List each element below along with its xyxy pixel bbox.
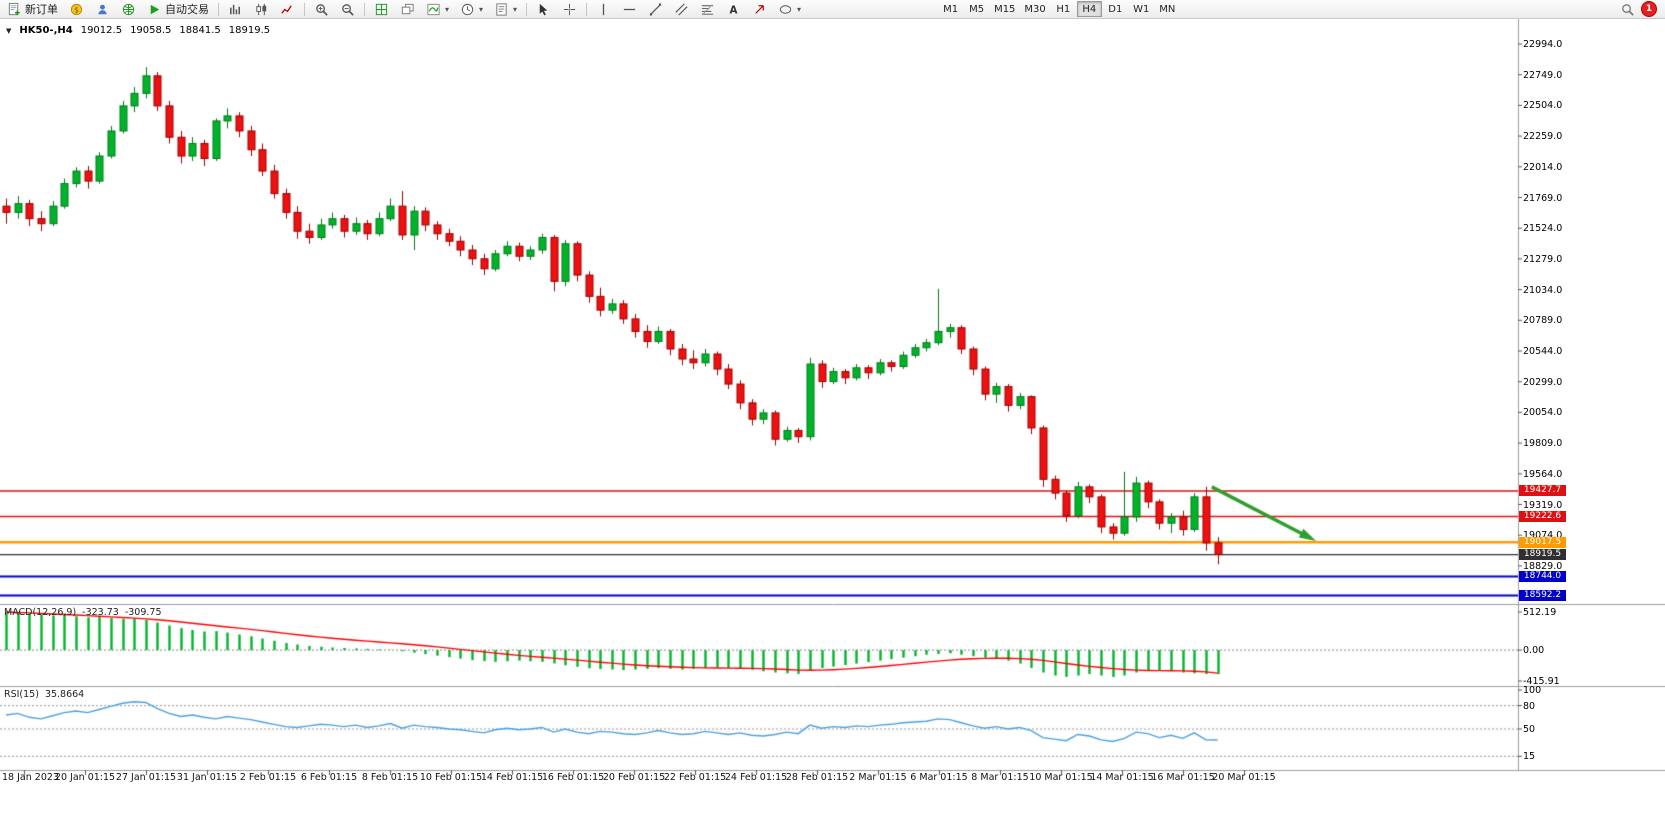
candlestick-button[interactable] [249,1,274,18]
toolbar-separator [218,2,219,16]
timeframe-m5-button[interactable]: M5 [964,1,989,17]
ohlc-low: 18841.5 [179,25,221,36]
timeframe-h4-button[interactable]: H4 [1076,1,1102,17]
profile-icon [98,4,107,14]
toolbar-separator [304,2,305,16]
timeframe-d1-button[interactable]: D1 [1103,1,1128,17]
ohlc-open: 19012.5 [80,25,123,36]
horizontal-line-button[interactable] [617,1,642,18]
dropdown-caret-icon: ▾ [479,4,484,14]
toolbar: 新订单 $ 自动交易 ▾ ▾ ▾ [0,0,1665,19]
macd-name: MACD(12,26,9) [4,607,77,618]
new-order-icon [8,2,20,15]
templates-button[interactable]: ▾ [489,1,522,18]
crosshair-icon [563,3,576,15]
toolbar-right-group: 1 [1620,1,1663,17]
svg-text:$: $ [74,5,79,14]
trendline-button[interactable] [643,1,668,18]
zoom-out-icon [342,3,354,16]
channel-icon [675,2,688,16]
community-button[interactable] [116,1,141,18]
ohlc-close: 18919.5 [228,25,271,36]
macd-indicator-label: MACD(12,26,9) -323.73 -309.75 [4,607,162,618]
coins-icon: $ [70,3,83,15]
new-order-button[interactable]: 新订单 [2,1,63,18]
notification-badge[interactable]: 1 [1641,1,1657,17]
svg-text:A: A [730,4,738,16]
cascade-windows-button[interactable] [395,1,420,18]
text-button[interactable]: A [721,1,746,18]
toolbar-separator [526,2,528,16]
symbol-info-bar: ▼ HK50-,H4 19012.5 19058.5 18841.5 18919… [6,25,270,36]
toolbar-separator [364,2,365,16]
dropdown-caret-icon: ▾ [797,4,802,14]
rsi-indicator-label: RSI(15) 35.8664 [4,689,84,700]
globe-icon [122,3,135,15]
timeframe-m1-button[interactable]: M1 [938,1,963,17]
macd-signal-value: -309.75 [124,607,162,618]
timeframe-h1-button[interactable]: H1 [1051,1,1076,17]
timeframe-m30-button[interactable]: M30 [1020,1,1049,17]
line-chart-button[interactable] [275,1,300,18]
template-icon [496,2,507,16]
zoom-in-button[interactable] [309,1,334,18]
cursor-icon [539,3,548,15]
timeframe-mn-button[interactable]: MN [1155,1,1180,17]
cascade-windows-icon [401,3,414,14]
channel-button[interactable] [669,1,694,18]
indicators-icon [427,3,440,15]
periods-button[interactable]: ▾ [455,1,488,18]
dropdown-caret-icon: ▾ [513,4,518,14]
fibonacci-button[interactable] [695,1,720,18]
play-icon [150,4,160,14]
auto-trading-button[interactable]: 自动交易 [142,1,214,18]
arrow-tool-icon [755,4,764,14]
bar-chart-icon [230,4,240,14]
rsi-value: 35.8664 [44,689,85,700]
horizontal-line-icon [623,8,636,10]
rsi-name: RSI(15) [4,689,39,700]
candlestick-icon [256,3,267,15]
vertical-line-button[interactable] [591,1,616,18]
text-icon: A [730,4,738,16]
line-chart-icon [281,4,292,14]
shapes-button[interactable]: ▾ [773,1,806,18]
timeframe-w1-button[interactable]: W1 [1129,1,1154,17]
chart-menu-icon[interactable]: ▼ [6,26,12,35]
shapes-icon [779,4,792,14]
tile-windows-icon [375,3,388,15]
macd-main-value: -323.73 [82,607,119,618]
zoom-in-icon [316,3,328,16]
new-order-label: 新订单 [25,3,58,16]
zoom-out-button[interactable] [335,1,360,18]
coins-button[interactable]: $ [64,1,89,18]
cursor-button[interactable] [531,1,556,18]
toolbar-separator [586,2,588,16]
dropdown-caret-icon: ▾ [445,4,450,14]
tile-windows-button[interactable] [369,1,394,18]
fibonacci-icon [701,3,714,15]
clock-icon [461,3,474,15]
search-icon[interactable] [1620,2,1635,17]
profile-button[interactable] [90,1,115,18]
ohlc-high: 19058.5 [130,25,172,36]
vertical-line-icon [602,3,605,15]
bar-chart-button[interactable] [223,1,248,18]
arrows-button[interactable] [747,1,772,18]
symbol-name: HK50-,H4 [19,25,73,36]
crosshair-button[interactable] [557,1,582,18]
timeframe-m15-button[interactable]: M15 [990,1,1019,17]
trendline-icon [649,3,662,15]
auto-trading-label: 自动交易 [165,3,209,16]
indicators-button[interactable]: ▾ [421,1,454,18]
